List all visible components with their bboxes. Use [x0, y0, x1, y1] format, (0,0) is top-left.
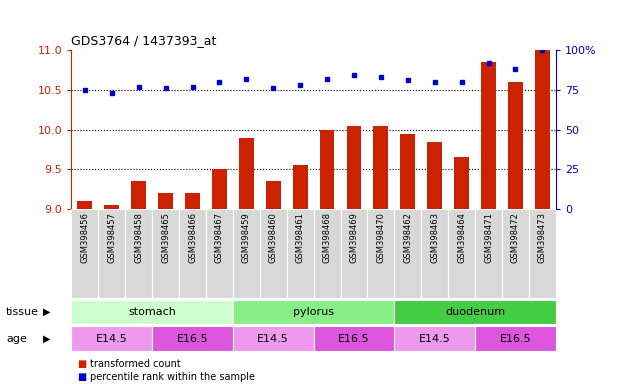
Text: E16.5: E16.5 [338, 334, 369, 344]
Bar [368, 209, 394, 298]
Bar [233, 326, 314, 351]
Text: E14.5: E14.5 [257, 334, 289, 344]
Bar [320, 130, 335, 209]
Bar [347, 126, 361, 209]
Text: GSM398461: GSM398461 [296, 212, 305, 263]
Bar [292, 166, 307, 209]
Text: E14.5: E14.5 [96, 334, 128, 344]
Text: stomach: stomach [128, 307, 176, 317]
Bar [427, 142, 442, 209]
Bar [535, 50, 550, 209]
Bar [71, 326, 152, 351]
Text: GDS3764 / 1437393_at: GDS3764 / 1437393_at [71, 34, 217, 47]
Bar [314, 326, 394, 351]
Text: E14.5: E14.5 [419, 334, 451, 344]
Text: GSM398466: GSM398466 [188, 212, 197, 263]
Bar [529, 209, 556, 298]
Text: E16.5: E16.5 [177, 334, 208, 344]
Text: GSM398463: GSM398463 [430, 212, 439, 263]
Bar [152, 209, 179, 298]
Bar [394, 209, 421, 298]
Text: GSM398468: GSM398468 [322, 212, 332, 263]
Text: GSM398459: GSM398459 [242, 212, 251, 263]
Text: GSM398470: GSM398470 [376, 212, 386, 263]
Text: GSM398458: GSM398458 [134, 212, 143, 263]
Bar [314, 209, 340, 298]
Bar [454, 157, 469, 209]
Text: ■: ■ [78, 372, 87, 382]
Bar [394, 300, 556, 324]
Text: GSM398456: GSM398456 [80, 212, 89, 263]
Bar [104, 205, 119, 209]
Bar [212, 169, 227, 209]
Bar [508, 82, 523, 209]
Bar [266, 181, 281, 209]
Text: transformed count: transformed count [90, 359, 181, 369]
Bar [448, 209, 475, 298]
Text: GSM398464: GSM398464 [457, 212, 466, 263]
Bar [502, 209, 529, 298]
Text: GSM398473: GSM398473 [538, 212, 547, 263]
Text: GSM398472: GSM398472 [511, 212, 520, 263]
Bar [152, 326, 233, 351]
Bar [233, 209, 260, 298]
Bar [340, 209, 368, 298]
Bar [239, 137, 254, 209]
Bar [185, 194, 200, 209]
Text: ■: ■ [78, 359, 87, 369]
Bar [179, 209, 206, 298]
Text: GSM398467: GSM398467 [215, 212, 224, 263]
Bar [71, 300, 233, 324]
Text: duodenum: duodenum [445, 307, 505, 317]
Bar [98, 209, 125, 298]
Text: pylorus: pylorus [293, 307, 334, 317]
Text: age: age [6, 334, 27, 344]
Bar [475, 326, 556, 351]
Text: GSM398462: GSM398462 [403, 212, 412, 263]
Text: GSM398460: GSM398460 [269, 212, 278, 263]
Bar [287, 209, 314, 298]
Bar [401, 134, 415, 209]
Bar [421, 209, 448, 298]
Bar [131, 181, 146, 209]
Bar [158, 194, 173, 209]
Text: GSM398465: GSM398465 [161, 212, 170, 263]
Text: GSM398469: GSM398469 [350, 212, 358, 263]
Text: E16.5: E16.5 [500, 334, 531, 344]
Text: GSM398471: GSM398471 [484, 212, 493, 263]
Bar [206, 209, 233, 298]
Text: ▶: ▶ [43, 334, 50, 344]
Bar [394, 326, 475, 351]
Bar [71, 209, 98, 298]
Bar [475, 209, 502, 298]
Bar [481, 62, 496, 209]
Bar [260, 209, 287, 298]
Bar [78, 201, 93, 209]
Text: percentile rank within the sample: percentile rank within the sample [90, 372, 255, 382]
Bar [233, 300, 394, 324]
Bar [373, 126, 388, 209]
Text: ▶: ▶ [43, 307, 50, 317]
Text: tissue: tissue [6, 307, 39, 317]
Text: GSM398457: GSM398457 [107, 212, 116, 263]
Bar [125, 209, 152, 298]
